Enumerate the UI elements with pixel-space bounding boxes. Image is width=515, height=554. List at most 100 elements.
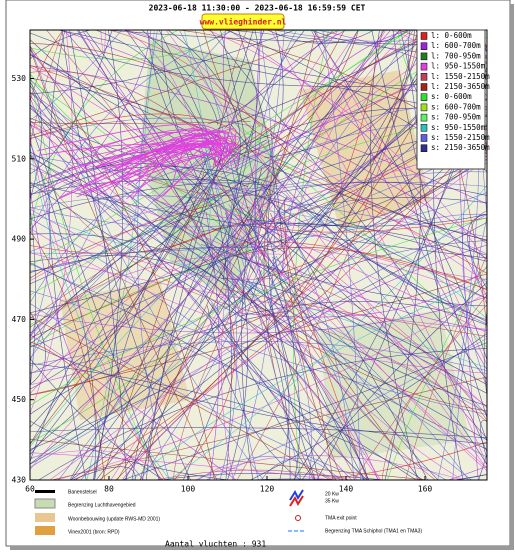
flight-track: [227, 182, 439, 480]
flight-track: [131, 148, 225, 480]
flight-track: [30, 70, 204, 137]
flight-track: [215, 294, 369, 480]
flight-track: [217, 258, 370, 480]
flight-track: [30, 155, 487, 314]
flight-track: [195, 30, 243, 226]
flight-track: [279, 283, 469, 480]
flight-track: [30, 204, 36, 391]
flight-track: [30, 30, 73, 415]
y-tick-label: 510: [12, 154, 27, 163]
flight-track: [262, 240, 487, 303]
flight-track: [63, 30, 283, 275]
flight-track: [207, 30, 334, 125]
flight-track: [30, 344, 487, 445]
shadow: [510, 4, 514, 549]
flight-track: [274, 163, 487, 454]
flight-track: [270, 212, 334, 480]
flight-track: [262, 210, 487, 320]
flight-track: [70, 30, 385, 480]
flight-track: [241, 280, 487, 407]
flight-track: [30, 290, 240, 374]
flight-track: [30, 30, 359, 452]
flight-track: [228, 30, 359, 156]
flight-track: [30, 166, 272, 205]
flight-track: [30, 30, 254, 456]
footer: Aantal vluchten : 931: [165, 540, 266, 549]
legend-label: l: 1550-2150m: [431, 72, 490, 81]
flight-track: [301, 282, 487, 480]
flight-track: [30, 207, 272, 228]
flight-track: [30, 156, 216, 260]
flight-track: [30, 30, 180, 230]
legend-label: l: 0-600m: [431, 31, 472, 40]
flight-track: [30, 78, 220, 313]
flight-track: [30, 124, 487, 334]
map-legend-label: Vinex2001 (bron: RPD): [68, 529, 120, 535]
flight-track: [257, 30, 359, 207]
flight-track: [30, 263, 487, 416]
flight-track: [483, 307, 487, 398]
flight-track: [259, 217, 487, 233]
flight-track: [384, 30, 421, 480]
flight-track: [30, 141, 51, 339]
flight-track: [243, 196, 487, 439]
flight-track: [30, 121, 251, 124]
flight-track: [272, 259, 368, 480]
flight-track: [30, 182, 487, 450]
flight-track: [30, 167, 487, 407]
flight-track: [322, 30, 361, 480]
flight-track: [71, 466, 136, 480]
flight-track: [76, 135, 240, 198]
flight-track: [30, 213, 487, 369]
flight-track: [30, 179, 260, 195]
flight-track: [94, 30, 124, 480]
flight-track: [483, 377, 487, 390]
flight-track: [110, 197, 289, 480]
link-box[interactable]: [201, 13, 285, 30]
flight-track: [121, 342, 487, 480]
legend-label: s: 950-1550m: [431, 123, 486, 132]
legend-label: s: 700-950m: [431, 113, 481, 122]
link[interactable]: www.vlieghinder.nl: [200, 17, 287, 27]
flight-track: [30, 65, 487, 205]
map-legend: Banenstelsel Begrenzing Luchthavengebied…: [34, 489, 422, 535]
x-tick-label: 60: [25, 485, 35, 494]
flight-track: [30, 452, 336, 480]
flight-track: [205, 211, 220, 480]
map-legend-label: 20 Kw: [325, 491, 339, 497]
flight-track: [30, 341, 166, 480]
flight-track: [30, 159, 487, 465]
flight-track: [371, 30, 487, 443]
flight-track: [194, 455, 463, 480]
flight-track: [260, 457, 341, 480]
flight-track: [30, 30, 113, 175]
flight-track: [30, 160, 253, 360]
flight-track: [238, 244, 290, 480]
flight-track: [30, 318, 243, 465]
flight-track: [238, 30, 282, 247]
flight-track: [30, 227, 487, 374]
map-legend-label: TMA exit point: [325, 515, 357, 521]
flight-track: [284, 30, 419, 316]
map-legend-label: Begrenzing Luchthavengebied: [68, 502, 136, 508]
flight-track: [268, 30, 386, 211]
flight-track: [227, 30, 487, 298]
flight-track: [353, 294, 487, 480]
legend-label: l: 700-950m: [431, 51, 481, 60]
flight-track: [246, 293, 291, 480]
flight-track: [230, 124, 487, 321]
flight-track: [233, 158, 365, 480]
flight-track: [80, 30, 414, 480]
flight-track: [139, 30, 345, 480]
flight-track: [224, 30, 439, 310]
flight-track: [109, 140, 221, 185]
flight-track: [30, 192, 487, 254]
flight-track: [254, 30, 262, 234]
noise-icon: [289, 495, 304, 507]
legend-swatch: [420, 124, 428, 132]
flight-track: [155, 143, 235, 201]
legend-swatch: [420, 42, 428, 50]
flight-track: [30, 427, 487, 439]
flight-track: [310, 30, 410, 44]
